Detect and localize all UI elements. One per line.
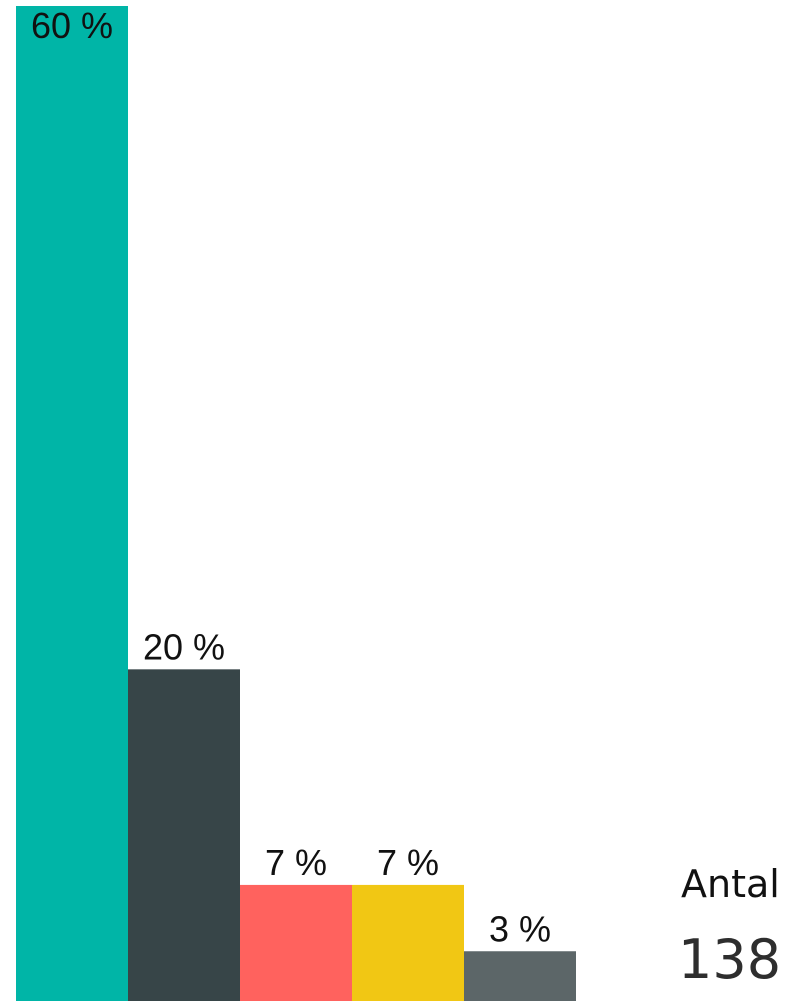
summary-value: 138 xyxy=(678,928,782,991)
bar-value-labels: 60 % 20 % 7 % 7 % 3 % xyxy=(31,5,551,949)
bar-2 xyxy=(128,669,240,1001)
summary-label: Antal xyxy=(681,862,780,906)
bar-value-label-2: 20 % xyxy=(143,626,225,667)
bar-value-label-5: 3 % xyxy=(489,908,551,949)
bars-layer xyxy=(16,6,576,1001)
bar-1 xyxy=(16,6,128,1001)
bar-4 xyxy=(352,884,464,1001)
bar-value-label-3: 7 % xyxy=(265,842,327,883)
bar-value-label-1: 60 % xyxy=(31,5,113,46)
bar-5 xyxy=(464,951,576,1001)
bar-value-label-4: 7 % xyxy=(377,842,439,883)
bar-3 xyxy=(240,884,352,1001)
